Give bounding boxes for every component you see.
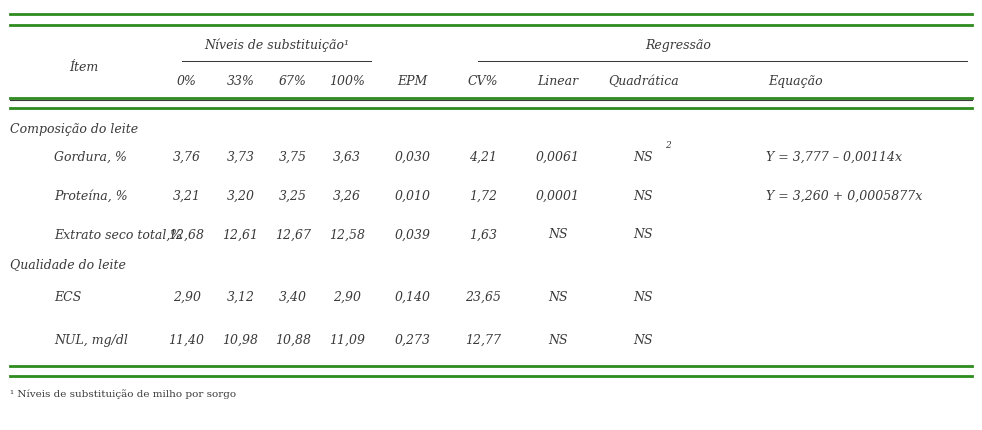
Text: Regressão: Regressão [645, 39, 712, 52]
Text: 12,67: 12,67 [275, 228, 310, 241]
Text: 0,030: 0,030 [395, 150, 430, 163]
Text: 3,75: 3,75 [279, 150, 306, 163]
Text: 12,61: 12,61 [223, 228, 258, 241]
Text: Linear: Linear [537, 75, 578, 88]
Text: Gordura, %: Gordura, % [54, 150, 127, 163]
Text: EPM: EPM [398, 75, 427, 88]
Text: Y = 3,260 + 0,0005877x: Y = 3,260 + 0,0005877x [766, 189, 922, 202]
Text: 67%: 67% [279, 75, 306, 88]
Text: Quadrática: Quadrática [608, 75, 679, 88]
Text: ECS: ECS [54, 290, 82, 303]
Text: 3,76: 3,76 [173, 150, 200, 163]
Text: Extrato seco total,%: Extrato seco total,% [54, 228, 183, 241]
Text: Ítem: Ítem [69, 61, 98, 74]
Text: NS: NS [548, 333, 568, 346]
Text: ¹ Níveis de substituição de milho por sorgo: ¹ Níveis de substituição de milho por so… [10, 389, 236, 398]
Text: CV%: CV% [467, 75, 499, 88]
Text: 2,90: 2,90 [333, 290, 360, 303]
Text: Y = 3,777 – 0,00114x: Y = 3,777 – 0,00114x [766, 150, 901, 163]
Text: NS: NS [633, 189, 653, 202]
Text: 4,21: 4,21 [469, 150, 497, 163]
Text: NUL, mg/dl: NUL, mg/dl [54, 333, 128, 346]
Text: 0,0001: 0,0001 [536, 189, 579, 202]
Text: NS: NS [548, 228, 568, 241]
Text: Níveis de substituição¹: Níveis de substituição¹ [204, 38, 349, 52]
Text: 12,68: 12,68 [169, 228, 204, 241]
Text: 3,21: 3,21 [173, 189, 200, 202]
Text: 3,12: 3,12 [227, 290, 254, 303]
Text: 3,40: 3,40 [279, 290, 306, 303]
Text: 0,0061: 0,0061 [536, 150, 579, 163]
Text: 23,65: 23,65 [465, 290, 501, 303]
Text: 0,010: 0,010 [395, 189, 430, 202]
Text: 3,20: 3,20 [227, 189, 254, 202]
Text: 3,73: 3,73 [227, 150, 254, 163]
Text: 10,88: 10,88 [275, 333, 310, 346]
Text: 11,40: 11,40 [169, 333, 204, 346]
Text: Qualidade do leite: Qualidade do leite [10, 258, 126, 271]
Text: 0,140: 0,140 [395, 290, 430, 303]
Text: NS: NS [633, 333, 653, 346]
Text: 1,63: 1,63 [469, 228, 497, 241]
Text: 2,90: 2,90 [173, 290, 200, 303]
Text: 12,77: 12,77 [465, 333, 501, 346]
Text: 33%: 33% [227, 75, 254, 88]
Text: 0,273: 0,273 [395, 333, 430, 346]
Text: 0,039: 0,039 [395, 228, 430, 241]
Text: 3,25: 3,25 [279, 189, 306, 202]
Text: Proteína, %: Proteína, % [54, 189, 128, 202]
Text: 11,09: 11,09 [329, 333, 364, 346]
Text: NS: NS [633, 150, 653, 163]
Text: 3,26: 3,26 [333, 189, 360, 202]
Text: NS: NS [548, 290, 568, 303]
Text: 2: 2 [665, 141, 671, 149]
Text: NS: NS [633, 290, 653, 303]
Text: 100%: 100% [329, 75, 364, 88]
Text: Composição do leite: Composição do leite [10, 123, 137, 135]
Text: 0%: 0% [177, 75, 196, 88]
Text: Equação: Equação [768, 75, 823, 88]
Text: 12,58: 12,58 [329, 228, 364, 241]
Text: NS: NS [633, 228, 653, 241]
Text: 10,98: 10,98 [223, 333, 258, 346]
Text: 1,72: 1,72 [469, 189, 497, 202]
Text: 3,63: 3,63 [333, 150, 360, 163]
